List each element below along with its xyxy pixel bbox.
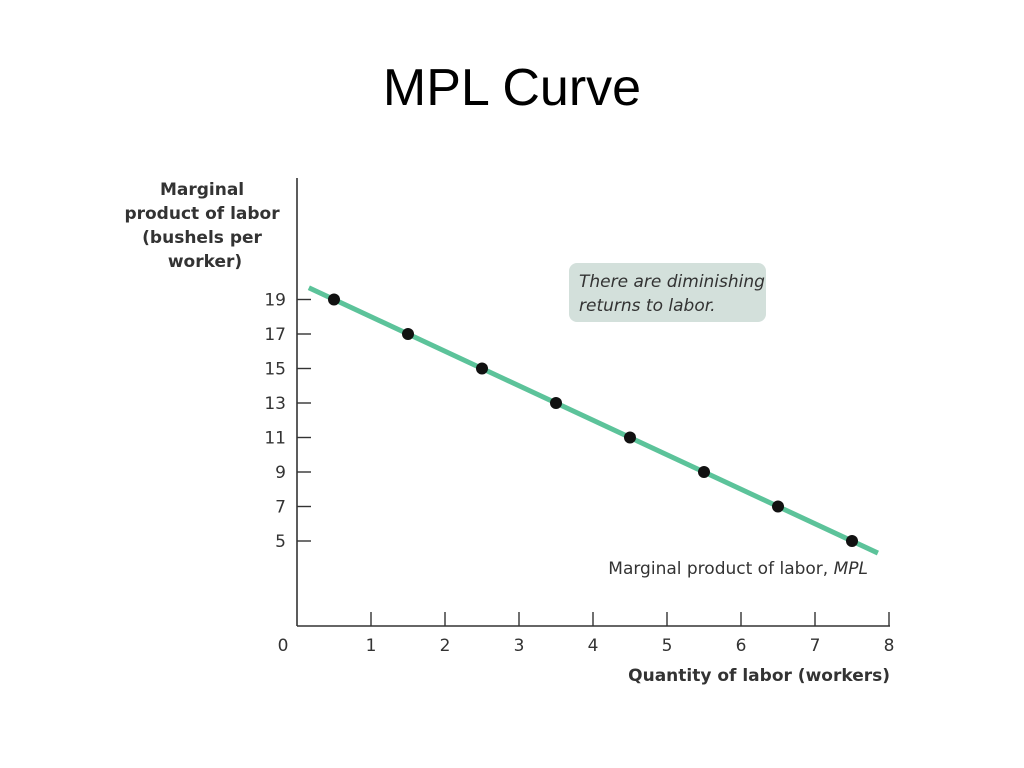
y-tick-label: 19 [264, 291, 286, 311]
data-point [698, 466, 710, 478]
y-tick-label: 17 [264, 325, 286, 345]
x-tick-label: 0 [278, 636, 289, 656]
annotation-line: There are diminishing [579, 272, 765, 292]
y-axis-title: Marginal product of labor (bushels per w… [124, 180, 285, 272]
data-point [476, 362, 488, 375]
y-axis-title-line: product of labor [124, 204, 280, 224]
annotation-callout: There are diminishing returns to labor. [569, 263, 770, 322]
x-tick-label: 1 [366, 636, 377, 656]
annotation-text: There are diminishing returns to labor. [579, 272, 770, 316]
data-point [772, 500, 784, 513]
axis-ticks: 0 1 2 3 4 5 6 7 8 5 7 9 11 13 15 17 19 [264, 291, 894, 657]
y-axis-title-line: worker) [168, 252, 242, 272]
curve-label: Marginal product of labor, MPL [608, 559, 868, 579]
x-tick-label: 2 [440, 636, 451, 656]
slide-title: MPL Curve [382, 59, 642, 117]
y-tick-label: 5 [275, 532, 286, 552]
x-tick-label: 6 [736, 636, 747, 656]
annotation-line: returns to labor. [579, 296, 716, 316]
curve-label-symbol: MPL [834, 559, 868, 579]
series-layer [307, 285, 879, 556]
y-tick-label: 9 [275, 463, 286, 483]
data-point [550, 397, 562, 409]
x-tick-label: 7 [810, 636, 821, 656]
data-point [846, 535, 858, 547]
data-point [624, 431, 636, 444]
x-tick-label: 4 [588, 636, 599, 656]
y-tick-label: 7 [275, 498, 286, 518]
mpl-curve-line [307, 285, 879, 556]
x-axis-title: Quantity of labor (workers) [628, 666, 890, 686]
x-tick-label: 8 [884, 636, 895, 656]
y-tick-label: 13 [264, 394, 286, 414]
y-axis-title-line: (bushels per [142, 228, 262, 248]
data-point [402, 328, 414, 340]
y-tick-label: 11 [264, 429, 286, 449]
annotation-box [569, 263, 766, 322]
data-point [328, 293, 340, 306]
x-tick-label: 3 [514, 636, 525, 656]
y-axis-title-line: Marginal [160, 180, 244, 200]
curve-label-prefix: Marginal product of labor, [608, 559, 833, 579]
y-tick-label: 15 [264, 360, 286, 380]
x-tick-label: 5 [662, 636, 673, 656]
